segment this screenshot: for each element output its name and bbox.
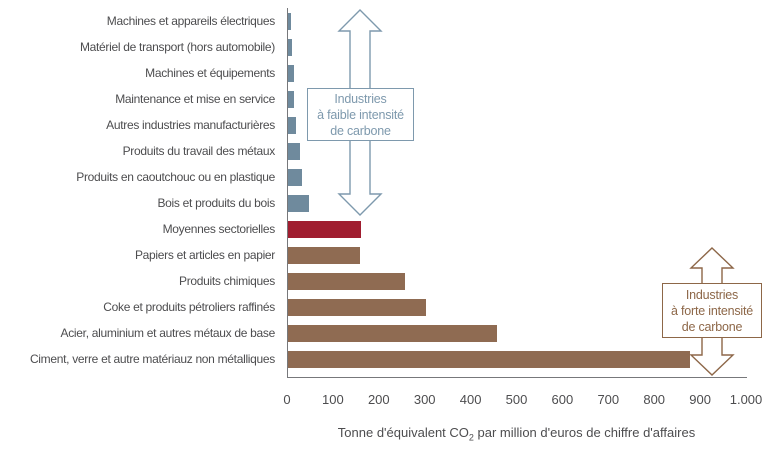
category-label: Produits en caoutchouc ou en plastique [76, 170, 275, 184]
annotation-line: à forte intensité [670, 304, 754, 318]
category-label: Moyennes sectorielles [162, 222, 276, 236]
bar [288, 65, 294, 82]
x-tick-label: 500 [505, 392, 528, 407]
x-axis-title-text: par million d'euros de chiffre d'affaire… [473, 425, 696, 440]
bar [288, 195, 309, 212]
bar [288, 91, 294, 108]
bar [288, 143, 300, 160]
bar [288, 247, 360, 264]
category-label: Ciment, verre et autre matériauz non mét… [29, 352, 275, 366]
bar [288, 39, 292, 56]
bar [288, 299, 426, 316]
x-tick-label: 900 [689, 392, 711, 407]
annotation-line: Industries [334, 92, 387, 106]
category-label: Coke et produits pétroliers raffinés [103, 300, 275, 314]
category-label: Machines et appareils électriques [106, 14, 276, 28]
category-label: Produits chimiques [179, 274, 275, 288]
bar [288, 273, 405, 290]
annotation-line: de carbone [681, 320, 743, 334]
high-carbon-annotation: Industries à forte intensité de carbone [662, 283, 762, 338]
x-axis-ticks: 0 100 200 300 400 500 600 700 800 900 1.000 [283, 392, 762, 410]
x-tick-label: 200 [367, 392, 390, 407]
x-tick-label: 300 [413, 392, 436, 407]
category-label: Bois et produits du bois [157, 196, 275, 210]
category-label: Produits du travail des métaux [122, 144, 276, 158]
category-label: Maintenance et mise en service [115, 92, 275, 106]
y-axis-labels: Machines et appareils électriques Matérie… [0, 8, 281, 377]
bar [288, 351, 690, 368]
x-tick-label: 0 [283, 392, 291, 407]
x-tick-label: 700 [597, 392, 620, 407]
x-axis-title: Tonne d'équivalent CO2 par million d'eur… [287, 425, 746, 443]
annotation-line: Industries [685, 288, 739, 302]
bar [288, 117, 296, 134]
bar [288, 325, 497, 342]
plot-area [287, 8, 747, 378]
category-label: Machines et équipements [145, 66, 275, 80]
annotation-line: à faible intensité [317, 108, 404, 122]
category-label: Acier, aluminium et autres métaux de bas… [60, 326, 276, 340]
x-tick-label: 400 [459, 392, 482, 407]
annotation-line: de carbone [330, 124, 391, 138]
bar [288, 221, 361, 238]
x-tick-label: 100 [322, 392, 344, 407]
category-label: Papiers et articles en papier [134, 248, 275, 262]
bar [288, 13, 291, 30]
x-tick-label: 1.000 [729, 392, 763, 407]
low-carbon-annotation: Industries à faible intensité de carbone [307, 88, 414, 141]
category-label: Matériel de transport (hors automobile) [79, 40, 275, 54]
bar [288, 169, 302, 186]
co2-subscript: 2 [468, 432, 474, 443]
x-tick-label: 600 [551, 392, 574, 407]
category-label: Autres industries manufacturières [106, 118, 275, 132]
x-axis-title-text: Tonne d'équivalent CO [337, 425, 469, 440]
x-tick-label: 800 [643, 392, 666, 407]
